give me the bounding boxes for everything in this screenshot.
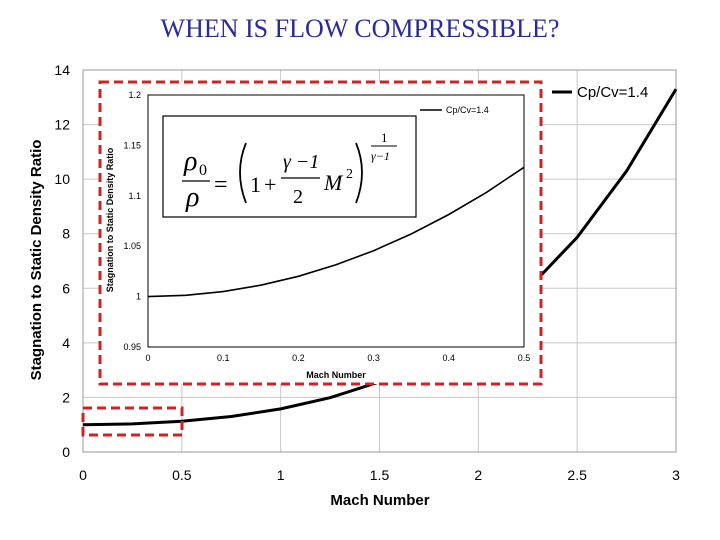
main-y-axis-label: Stagnation to Static Density Ratio	[28, 140, 45, 381]
main-x-tick-label: 0.5	[172, 467, 192, 483]
equation-rho0: ρ	[183, 146, 197, 177]
main-legend-label: Cp/Cv=1.4	[577, 84, 648, 101]
inset-y-tick-label: 1.15	[123, 140, 141, 150]
main-x-tick-label: 2	[474, 467, 482, 483]
inset-plot-frame	[147, 94, 525, 348]
main-y-tick-label: 14	[54, 62, 70, 78]
inset-chart: 0 0.1 0.2 0.3 0.4 0.5 0.95 1 1.05 1.1 1.15 1.2 Cp/C…	[98, 80, 543, 386]
equation-mach: M	[323, 170, 344, 195]
inset-y-tick-label: 0.95	[123, 342, 141, 352]
inset-x-axis-label: Mach Number	[306, 370, 366, 380]
equation-equals: =	[214, 172, 228, 198]
inset-y-tick-label: 1.1	[128, 191, 141, 201]
inset-x-tick-label: 0.2	[292, 353, 305, 363]
equation-left-paren	[239, 142, 247, 204]
inset-highlight-box	[98, 80, 543, 386]
inset-y-tick-label: 1.05	[123, 241, 141, 251]
main-plot-frame	[82, 69, 677, 453]
main-x-tick-label: 0	[79, 467, 87, 483]
low-mach-highlight-box	[81, 406, 184, 437]
inset-legend-label: Cp/Cv=1.4	[446, 105, 489, 115]
main-y-tick-label: 6	[62, 280, 70, 296]
main-y-tick-label: 4	[62, 335, 70, 351]
inset-x-tick-label: 0.1	[217, 353, 230, 363]
main-x-tick-label: 2.5	[567, 467, 587, 483]
inset-y-tick-label: 1.2	[128, 90, 141, 100]
equation-rho0-subscript: 0	[199, 162, 207, 179]
equation-gamma-minus-one: γ −1	[283, 151, 319, 173]
equation-plus: +	[264, 172, 276, 197]
main-y-tick-label: 12	[54, 117, 70, 133]
main-y-tick-label: 0	[62, 444, 70, 460]
equation-rho: ρ	[185, 182, 199, 213]
equation-box	[162, 115, 417, 218]
slide-title: WHEN IS FLOW COMPRESSIBLE?	[160, 14, 560, 43]
main-y-tick-label: 10	[54, 171, 70, 187]
main-x-tick-label: 1	[277, 467, 285, 483]
inset-x-tick-label: 0.3	[367, 353, 380, 363]
equation-exponent-numerator: 1	[381, 130, 388, 145]
inset-x-tick-label: 0.5	[518, 353, 531, 363]
main-x-tick-label: 3	[672, 467, 680, 483]
inset-series-line	[147, 166, 525, 298]
inset-x-tick-label: 0.4	[443, 353, 456, 363]
equation-two: 2	[293, 186, 303, 208]
inset-x-tick-label: 0	[145, 353, 150, 363]
density-ratio-equation: ρ 0 ρ = 1 + γ −1 2 M 2 1 γ−1	[162, 115, 417, 218]
main-y-tick-label: 8	[62, 226, 70, 242]
inset-y-axis-label: Stagnation to Static Density Ratio	[105, 147, 115, 292]
inset-y-tick-label: 1	[136, 292, 141, 302]
inset-tick-labels: 0 0.1 0.2 0.3 0.4 0.5 0.95 1 1.05 1.1 1.15 1.2	[123, 90, 530, 363]
main-y-tick-label: 2	[62, 389, 70, 405]
equation-one: 1	[250, 172, 261, 197]
main-x-axis-label: Mach Number	[330, 492, 429, 509]
equation-mach-exponent: 2	[346, 167, 353, 182]
equation-right-paren	[355, 142, 363, 204]
main-x-tick-label: 1.5	[370, 467, 390, 483]
equation-exponent-denominator: γ−1	[371, 149, 390, 163]
